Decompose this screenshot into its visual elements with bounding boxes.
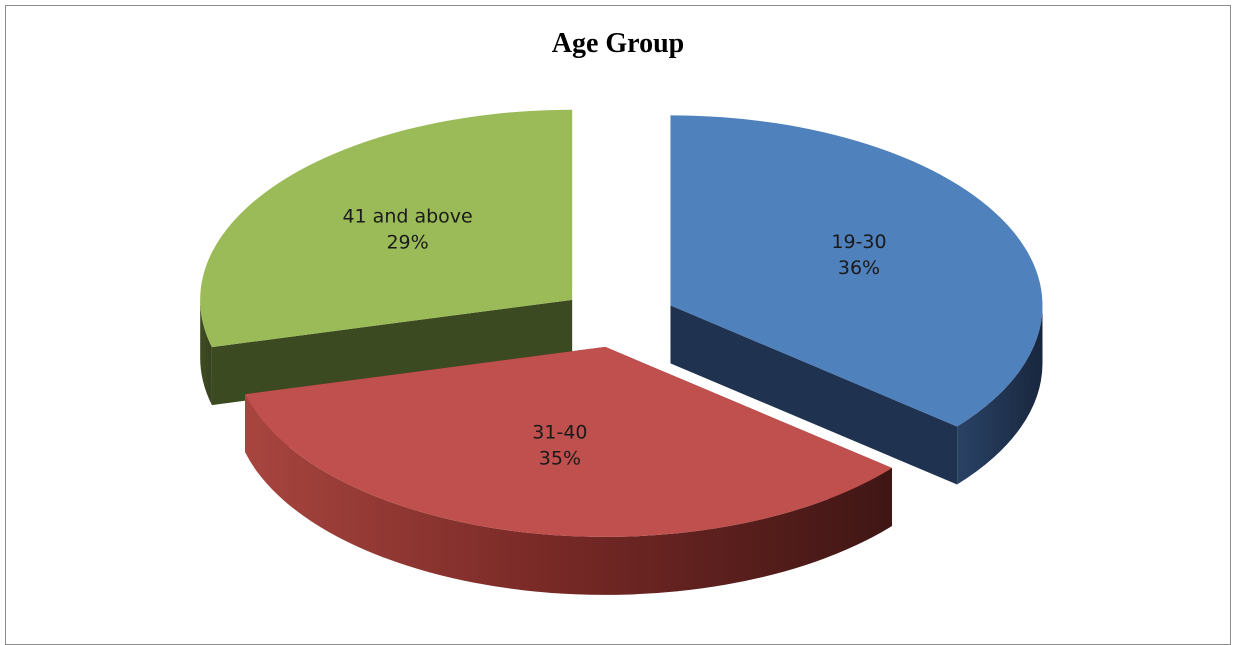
data-label-19-30: 19-30 36% xyxy=(831,231,886,279)
data-label-category: 41 and above xyxy=(342,206,472,228)
slice-41-and-above-side-1 xyxy=(200,299,212,406)
data-label-31-40: 31-40 35% xyxy=(532,422,587,470)
slice-19-30 xyxy=(670,115,1043,427)
data-label-category: 31-40 xyxy=(532,422,587,444)
data-label-percent: 35% xyxy=(539,448,581,470)
data-label-percent: 29% xyxy=(386,232,428,254)
slice-31-40-group xyxy=(245,346,892,595)
slice-41-and-above-cut-face-1 xyxy=(211,299,573,406)
slice-19-30-cut-face-2 xyxy=(670,305,958,485)
slice-31-40 xyxy=(245,346,892,537)
data-label-percent: 36% xyxy=(838,257,880,279)
slice-41-and-above-group xyxy=(200,109,573,406)
data-label-category: 19-30 xyxy=(831,231,886,253)
slice-41-and-above xyxy=(200,109,573,348)
data-label-41-and-above: 41 and above 29% xyxy=(342,206,472,254)
chart-title: Age Group xyxy=(551,28,685,59)
slice-31-40-side-1 xyxy=(245,394,892,595)
pie-chart: 19-30 36% 31-40 35% 41 and above 29% xyxy=(200,109,1043,595)
slice-19-30-group xyxy=(670,115,1043,485)
slice-19-30-side-1 xyxy=(957,305,1043,485)
